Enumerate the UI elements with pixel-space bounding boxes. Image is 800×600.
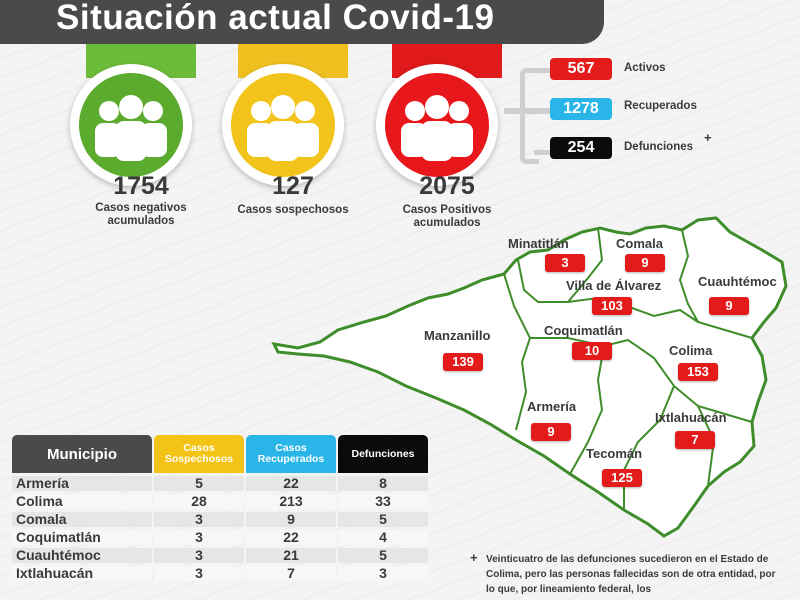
defunciones-label: Defunciones xyxy=(624,141,694,153)
people-icon-circle xyxy=(376,64,498,186)
people-icon xyxy=(247,95,319,161)
map-outline xyxy=(271,216,788,538)
cell-municipio: Armería xyxy=(12,476,152,491)
table-row: Colima 28 213 33 xyxy=(12,494,428,509)
map-badge: 125 xyxy=(602,469,642,487)
people-icon xyxy=(401,95,473,161)
map-badge: 10 xyxy=(572,342,612,360)
map-label-ixtlahuacan: Ixtlahuacán xyxy=(655,410,727,425)
map-label-manzanillo: Manzanillo xyxy=(424,328,491,343)
summary-value: 1754 xyxy=(113,172,169,200)
cell-recuperados: 7 xyxy=(246,566,336,581)
cell-recuperados: 9 xyxy=(246,512,336,527)
connector xyxy=(534,150,552,155)
cell-defunciones: 5 xyxy=(338,548,428,563)
cell-sospechosos: 3 xyxy=(154,548,244,563)
map-label-colima: Colima xyxy=(669,343,713,358)
cell-defunciones: 5 xyxy=(338,512,428,527)
cell-municipio: Cuauhtémoc xyxy=(12,548,152,563)
table-row: Ixtlahuacán 3 7 3 xyxy=(12,566,428,581)
summary-negative: 1754 Casos negativos acumulados xyxy=(66,44,216,234)
recuperados-label: Recuperados xyxy=(624,100,697,112)
footnote-plus-icon: + xyxy=(704,130,712,145)
map-badge: 7 xyxy=(675,431,715,449)
map-label-villa-de-alvarez: Villa de Álvarez xyxy=(566,278,662,293)
summary-positive: 2075 Casos Positivos acumulados xyxy=(372,44,522,234)
cell-municipio: Comala xyxy=(12,512,152,527)
cell-sospechosos: 5 xyxy=(154,476,244,491)
header-recuperados: Casos Recuperados xyxy=(246,435,336,473)
map-badge: 3 xyxy=(545,254,585,272)
connector xyxy=(504,108,552,114)
recuperados-badge: 1278 xyxy=(550,98,612,120)
cell-sospechosos: 3 xyxy=(154,566,244,581)
summary-value: 2075 xyxy=(419,172,475,200)
footnote-plus-icon: + xyxy=(470,550,478,565)
cell-sospechosos: 3 xyxy=(154,512,244,527)
cell-defunciones: 3 xyxy=(338,566,428,581)
cell-sospechosos: 3 xyxy=(154,530,244,545)
page-title: Situación actual Covid-19 xyxy=(56,0,495,37)
map-badge: 9 xyxy=(531,423,571,441)
title-bar: Situación actual Covid-19 xyxy=(0,0,604,44)
people-icon-circle xyxy=(222,64,344,186)
cell-municipio: Coquimatlán xyxy=(12,530,152,545)
people-icon xyxy=(95,95,167,161)
municipios-table: Municipio Casos Sospechosos Casos Recupe… xyxy=(10,432,430,584)
cell-recuperados: 21 xyxy=(246,548,336,563)
table-row: Cuauhtémoc 3 21 5 xyxy=(12,548,428,563)
table-row: Comala 3 9 5 xyxy=(12,512,428,527)
map-label-comala: Comala xyxy=(616,236,663,251)
map-badge: 9 xyxy=(625,254,665,272)
map-label-coquimatlan: Coquimatlán xyxy=(544,323,623,338)
activos-label: Activos xyxy=(624,62,666,74)
connector xyxy=(520,68,539,164)
map-label-armeria: Armería xyxy=(527,399,577,414)
cell-recuperados: 213 xyxy=(246,494,336,509)
summary-label: Casos Positivos acumulados xyxy=(402,204,492,229)
cell-recuperados: 22 xyxy=(246,530,336,545)
map-label-tecoman: Tecomán xyxy=(586,446,643,461)
header-sospechosos: Casos Sospechosos xyxy=(154,435,244,473)
map-badge: 153 xyxy=(678,363,718,381)
summary-value: 127 xyxy=(272,172,314,200)
table-row: Armería 5 22 8 xyxy=(12,476,428,491)
connector xyxy=(534,108,552,113)
map-badge: 103 xyxy=(592,297,632,315)
summary-suspected: 127 Casos sospechosos xyxy=(218,44,368,234)
cell-sospechosos: 28 xyxy=(154,494,244,509)
summary-label: Casos sospechosos xyxy=(237,204,349,216)
cell-defunciones: 8 xyxy=(338,476,428,491)
map-badge: 9 xyxy=(709,297,749,315)
map-badge: 139 xyxy=(443,353,483,371)
footnote-text: Veinticuatro de las defunciones sucedier… xyxy=(486,554,776,595)
defunciones-badge: 254 xyxy=(550,137,612,159)
activos-badge: 567 xyxy=(550,58,612,80)
cell-municipio: Ixtlahuacán xyxy=(12,566,152,581)
summary-label: Casos negativos acumulados xyxy=(95,202,187,227)
people-icon-circle xyxy=(70,64,192,186)
cell-defunciones: 4 xyxy=(338,530,428,545)
map-label-minatitlan: Minatitlán xyxy=(508,236,569,251)
table-row: Coquimatlán 3 22 4 xyxy=(12,530,428,545)
connector xyxy=(534,68,552,73)
table-header-row: Municipio Casos Sospechosos Casos Recupe… xyxy=(12,435,428,473)
map-label-cuauhtemoc: Cuauhtémoc xyxy=(698,274,777,289)
header-municipio: Municipio xyxy=(12,435,152,473)
cell-municipio: Colima xyxy=(12,494,152,509)
cell-defunciones: 33 xyxy=(338,494,428,509)
cell-recuperados: 22 xyxy=(246,476,336,491)
header-defunciones: Defunciones xyxy=(338,435,428,473)
